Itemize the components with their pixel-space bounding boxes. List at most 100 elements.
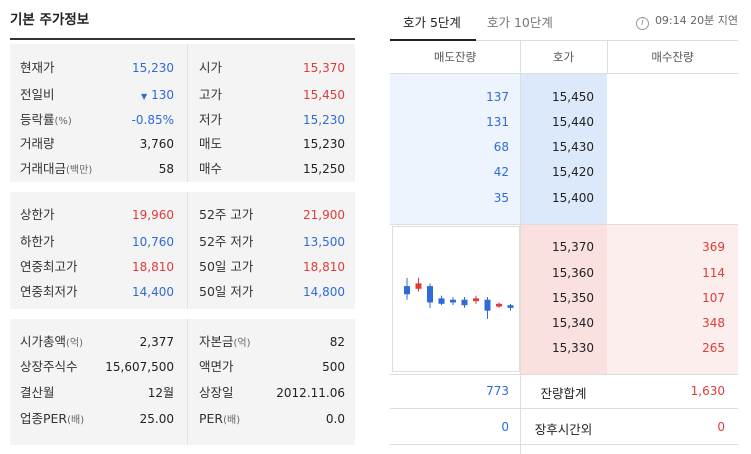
candle-body xyxy=(461,299,468,306)
info-label: 저가 xyxy=(199,110,222,132)
info-row: 시가총액(억) 2,377 자본금(억) 82 xyxy=(10,332,355,352)
bid-volume: 114 xyxy=(702,266,725,280)
ask-price[interactable]: 15,440 xyxy=(552,115,594,129)
tab-5-levels[interactable]: 호가 5단계 xyxy=(403,15,461,30)
bid-volume: 369 xyxy=(702,240,725,254)
info-value: 15,370 xyxy=(303,61,345,75)
info-label: 연중최저가 xyxy=(20,282,78,304)
info-value-text: -0.85% xyxy=(131,113,174,127)
ask-price[interactable]: 15,400 xyxy=(552,191,594,205)
after-hours-ask: 0 xyxy=(501,420,509,434)
info-value: 25.00 xyxy=(140,409,174,429)
info-section-1: 현재가 15,230 시가 15,370 전일비 ▼ 130 고가 15,450 등락률(%) -0… xyxy=(10,44,355,182)
col-header-price: 호가 xyxy=(552,50,575,64)
info-value-text: 2,377 xyxy=(139,335,174,349)
ask-volume: 68 xyxy=(493,140,509,154)
orderbook-panel: 호가 5단계 호가 10단계 i 09:14 20분 지연 매도잔량 호가 매수잔… xyxy=(390,0,738,454)
ask-volume: 131 xyxy=(486,115,509,129)
summary-divider-top xyxy=(390,374,738,375)
info-label-text: 현재가 xyxy=(20,60,55,75)
orderbook-tabs: 호가 5단계 호가 10단계 i 09:14 20분 지연 xyxy=(390,0,738,41)
summary-divider-mid xyxy=(390,408,738,409)
info-label: 결산월 xyxy=(20,383,55,405)
info-row: 거래대금(백만) 58 매수 15,250 xyxy=(10,159,355,179)
info-value: 21,900 xyxy=(303,208,345,222)
info-label: 상장일 xyxy=(199,383,234,405)
ask-price[interactable]: 15,450 xyxy=(552,90,594,104)
candle-body xyxy=(404,286,410,295)
info-value-text: 3,760 xyxy=(139,137,174,151)
tab-10-levels[interactable]: 호가 10단계 xyxy=(487,15,553,30)
bid-price[interactable]: 15,330 xyxy=(552,341,594,355)
info-value-text: 15,230 xyxy=(132,61,174,75)
candle-body xyxy=(473,298,479,302)
delay-status-text: 09:14 20분 지연 xyxy=(654,14,738,27)
bid-price[interactable]: 15,370 xyxy=(552,240,594,254)
info-label-text: 52주 고가 xyxy=(199,207,254,222)
info-label: 액면가 xyxy=(199,357,234,379)
info-label: 52주 저가 xyxy=(199,232,253,254)
info-label-text: 50일 저가 xyxy=(199,284,254,299)
info-label: 매수 xyxy=(199,159,222,181)
candle-body xyxy=(496,303,502,307)
ask-price[interactable]: 15,430 xyxy=(552,140,594,154)
bid-price[interactable]: 15,360 xyxy=(552,266,594,280)
basic-stock-info-panel: 기본 주가정보 현재가 15,230 시가 15,370 전일비 ▼ 130 고가 15,450… xyxy=(10,0,355,454)
info-label-text: 저가 xyxy=(199,112,223,127)
active-tab-underline xyxy=(390,39,476,41)
summary-divider-bottom xyxy=(390,444,738,445)
info-label: 고가 xyxy=(199,85,222,107)
info-label: 거래량 xyxy=(20,134,55,156)
info-label-text: 결산월 xyxy=(20,385,55,400)
info-label-text: 전일비 xyxy=(20,87,55,102)
col-divider-2 xyxy=(607,41,608,73)
info-label: 현재가 xyxy=(20,58,55,80)
info-value-text: 10,760 xyxy=(132,235,174,249)
info-label: 상한가 xyxy=(20,205,55,227)
info-value: 3,760 xyxy=(140,134,174,154)
info-row: 하한가 10,760 52주 저가 13,500 xyxy=(10,232,355,252)
info-value: 500 xyxy=(322,360,345,374)
info-label-unit: (배) xyxy=(223,415,241,426)
info-label-text: 시가 xyxy=(199,60,223,75)
info-label: 연중최고가 xyxy=(20,257,78,279)
info-label-text: 거래량 xyxy=(20,136,55,151)
info-label-text: 등락률 xyxy=(20,112,55,127)
ask-total: 773 xyxy=(486,384,509,398)
ask-volume: 42 xyxy=(493,165,509,179)
info-label-text: 매도 xyxy=(199,136,223,151)
info-value: 15,450 xyxy=(303,88,345,102)
info-label: 50일 저가 xyxy=(199,282,253,304)
mini-candle-chart xyxy=(392,226,520,372)
info-value: 19,960 xyxy=(132,205,174,225)
info-label: 전일비 xyxy=(20,85,55,107)
candle-body xyxy=(415,283,422,289)
info-value: 14,800 xyxy=(303,285,345,299)
bid-total: 1,630 xyxy=(690,384,725,398)
info-label-unit: (백만) xyxy=(66,165,93,176)
info-label-text: 액면가 xyxy=(199,359,234,374)
info-icon[interactable]: i xyxy=(635,17,649,30)
info-label-text: 매수 xyxy=(199,161,223,176)
panel-title: 기본 주가정보 xyxy=(10,12,90,28)
section-column-divider xyxy=(187,44,188,182)
info-row: 등락률(%) -0.85% 저가 15,230 xyxy=(10,110,355,130)
bid-volume-area xyxy=(607,224,738,374)
bid-price[interactable]: 15,340 xyxy=(552,316,594,330)
header-divider xyxy=(390,73,738,74)
info-label-unit: (배) xyxy=(67,415,85,426)
info-value: 58 xyxy=(159,159,174,179)
bid-price[interactable]: 15,350 xyxy=(552,291,594,305)
bid-price-area xyxy=(520,224,607,374)
info-row: 현재가 15,230 시가 15,370 xyxy=(10,58,355,78)
ask-price-area xyxy=(520,74,607,224)
info-value: 14,400 xyxy=(132,282,174,302)
info-value: -0.85% xyxy=(132,110,174,130)
mini-candle-chart-svg xyxy=(404,277,514,319)
info-value-text: 19,960 xyxy=(132,208,174,222)
col-header-ask-volume: 매도잔량 xyxy=(433,50,477,64)
info-value: 2012.11.06 xyxy=(276,386,345,400)
info-value: 18,810 xyxy=(132,257,174,277)
ask-price[interactable]: 15,420 xyxy=(552,165,594,179)
col-header-bid-volume: 매수잔량 xyxy=(651,50,694,64)
